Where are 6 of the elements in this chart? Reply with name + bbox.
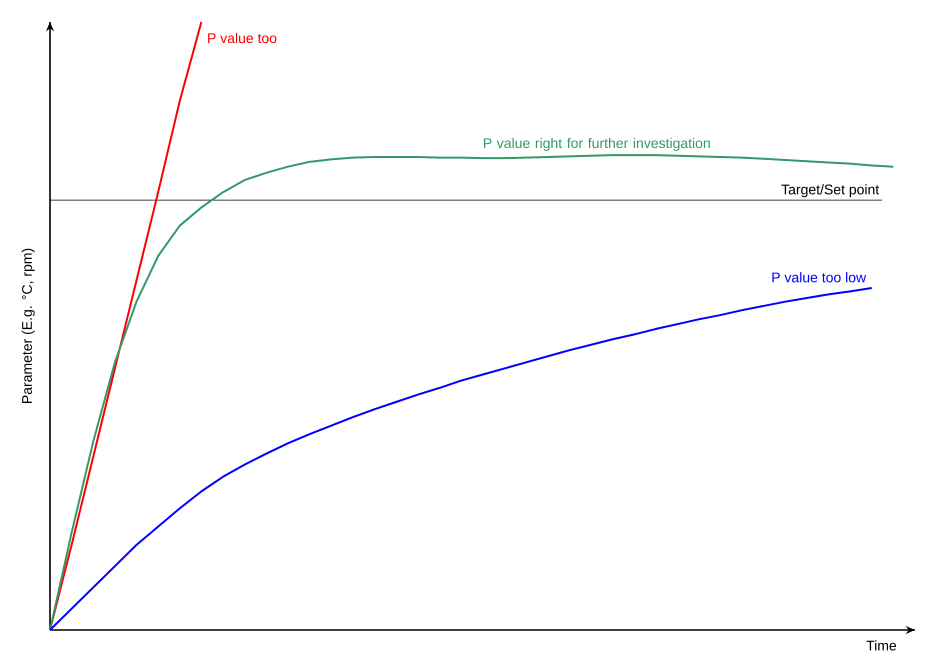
series-label: P value right for further investigation xyxy=(484,138,710,151)
x-axis-title: Time xyxy=(866,640,896,651)
series-label: P value too xyxy=(208,32,276,44)
series-label: P value too low xyxy=(772,272,866,282)
ref-line-label: Target/Set point xyxy=(781,184,880,198)
y-axis-title: Parameter (E.g. °C, rpm) xyxy=(22,248,35,403)
